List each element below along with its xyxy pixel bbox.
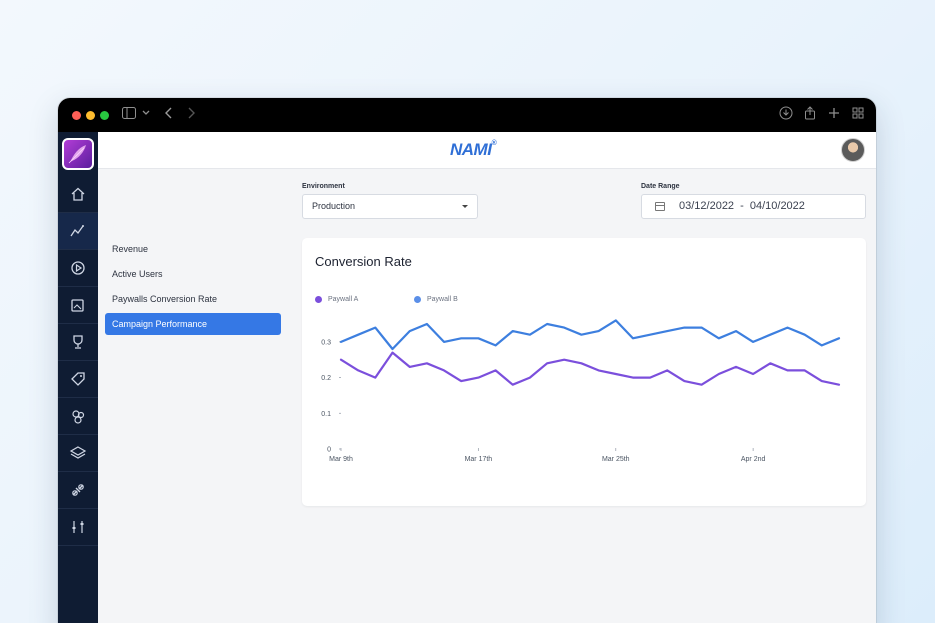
sidebar-nav-campaign[interactable] xyxy=(58,250,98,287)
chart-title: Conversion Rate xyxy=(315,254,412,269)
nav-item-revenue[interactable]: Revenue xyxy=(112,244,149,254)
trophy-icon xyxy=(73,335,83,349)
legend-label-paywall-a: Paywall A xyxy=(328,296,359,303)
y-tick-label: 0 xyxy=(327,447,331,454)
x-tick-label: Mar 9th xyxy=(329,456,353,463)
campaign-icon xyxy=(71,261,85,275)
brand-name: NAMI xyxy=(450,140,492,159)
x-tick-label: Mar 25th xyxy=(602,456,630,463)
settings-sliders-icon xyxy=(72,521,84,533)
date-end: 04/10/2022 xyxy=(749,200,805,212)
environment-label: Environment xyxy=(302,183,345,190)
legend-item-paywall-b[interactable]: Paywall B xyxy=(414,296,458,303)
x-tick-label: Mar 17th xyxy=(465,456,493,463)
conversion-rate-card: Conversion Rate Paywall A Paywall B 0 0.1… xyxy=(302,238,866,506)
nav-item-paywalls-conversion-rate[interactable]: Paywalls Conversion Rate xyxy=(112,294,218,304)
sidebar-nav-tag[interactable] xyxy=(58,361,98,398)
x-tick-label: Apr 2nd xyxy=(741,456,766,463)
feather-logo-icon xyxy=(68,145,86,164)
tab-overview-icon[interactable] xyxy=(852,106,864,124)
close-window-button[interactable] xyxy=(72,111,81,120)
integration-icon xyxy=(72,484,84,496)
date-range-picker[interactable]: 03/12/2022 - 04/10/2022 xyxy=(641,194,866,219)
legend-swatch-paywall-b xyxy=(414,296,421,303)
environment-value: Production xyxy=(312,201,356,211)
sidebar-nav-integration[interactable] xyxy=(58,472,98,509)
analytics-icon xyxy=(70,225,84,237)
browser-titlebar xyxy=(58,98,876,132)
browser-window: NAMI® Revenue Active Users Paywalls Conv… xyxy=(58,98,876,623)
y-tick-label: 0.1 xyxy=(321,411,331,418)
layers-icon xyxy=(69,446,87,459)
conversion-rate-chart: 0 0.1 0.2 0.3 Mar 9th Mar 17th Mar 25th Apr 2nd xyxy=(321,319,841,463)
share-icon[interactable] xyxy=(804,106,816,125)
maximize-window-button[interactable] xyxy=(100,111,109,120)
legend-label-paywall-b: Paywall B xyxy=(427,296,458,303)
sidebar-nav-layers[interactable] xyxy=(58,435,98,472)
app-header: NAMI® xyxy=(98,132,876,169)
calendar-icon xyxy=(655,202,665,211)
minimize-window-button[interactable] xyxy=(86,111,95,120)
sidebar-nav-trophy[interactable] xyxy=(58,324,98,361)
sidebar-nav-home[interactable] xyxy=(58,176,98,213)
caret-down-icon xyxy=(462,205,468,208)
app-sidebar xyxy=(58,132,98,623)
nav-item-active-users[interactable]: Active Users xyxy=(112,269,163,279)
date-start: 03/12/2022 xyxy=(679,200,735,212)
y-tick-label: 0.2 xyxy=(321,375,331,382)
series-line-paywall-a xyxy=(339,351,841,386)
legend-item-paywall-a[interactable]: Paywall A xyxy=(315,296,358,303)
home-icon xyxy=(71,187,85,201)
y-tick-label: 0.3 xyxy=(321,339,331,346)
download-icon[interactable] xyxy=(779,106,793,125)
date-separator: - xyxy=(740,200,744,212)
forward-icon[interactable] xyxy=(186,106,196,124)
app-logo[interactable] xyxy=(62,138,94,170)
date-range-label: Date Range xyxy=(641,183,680,190)
series-line-paywall-b xyxy=(339,319,841,351)
brand-logo[interactable]: NAMI® xyxy=(450,140,497,160)
sidebar-nav-analytics[interactable] xyxy=(58,213,98,250)
environment-select[interactable]: Production xyxy=(302,194,478,219)
reports-nav: Revenue Active Users Paywalls Conversion… xyxy=(105,238,281,338)
paywalls-icon xyxy=(71,299,84,312)
chevron-down-icon[interactable] xyxy=(142,106,150,124)
legend-swatch-paywall-a xyxy=(315,296,322,303)
nav-item-campaign-performance[interactable]: Campaign Performance xyxy=(105,313,281,335)
user-avatar[interactable] xyxy=(841,138,865,162)
back-icon[interactable] xyxy=(164,106,174,124)
sidebar-nav-paywalls[interactable] xyxy=(58,287,98,324)
brand-mark: ® xyxy=(491,140,497,147)
tag-icon xyxy=(71,372,85,386)
sidebar-nav-settings-sliders[interactable] xyxy=(58,509,98,546)
new-tab-icon[interactable] xyxy=(828,106,840,124)
users-icon xyxy=(72,410,85,424)
sidebar-nav-users[interactable] xyxy=(58,398,98,435)
sidebar-toggle-icon[interactable] xyxy=(122,106,136,124)
